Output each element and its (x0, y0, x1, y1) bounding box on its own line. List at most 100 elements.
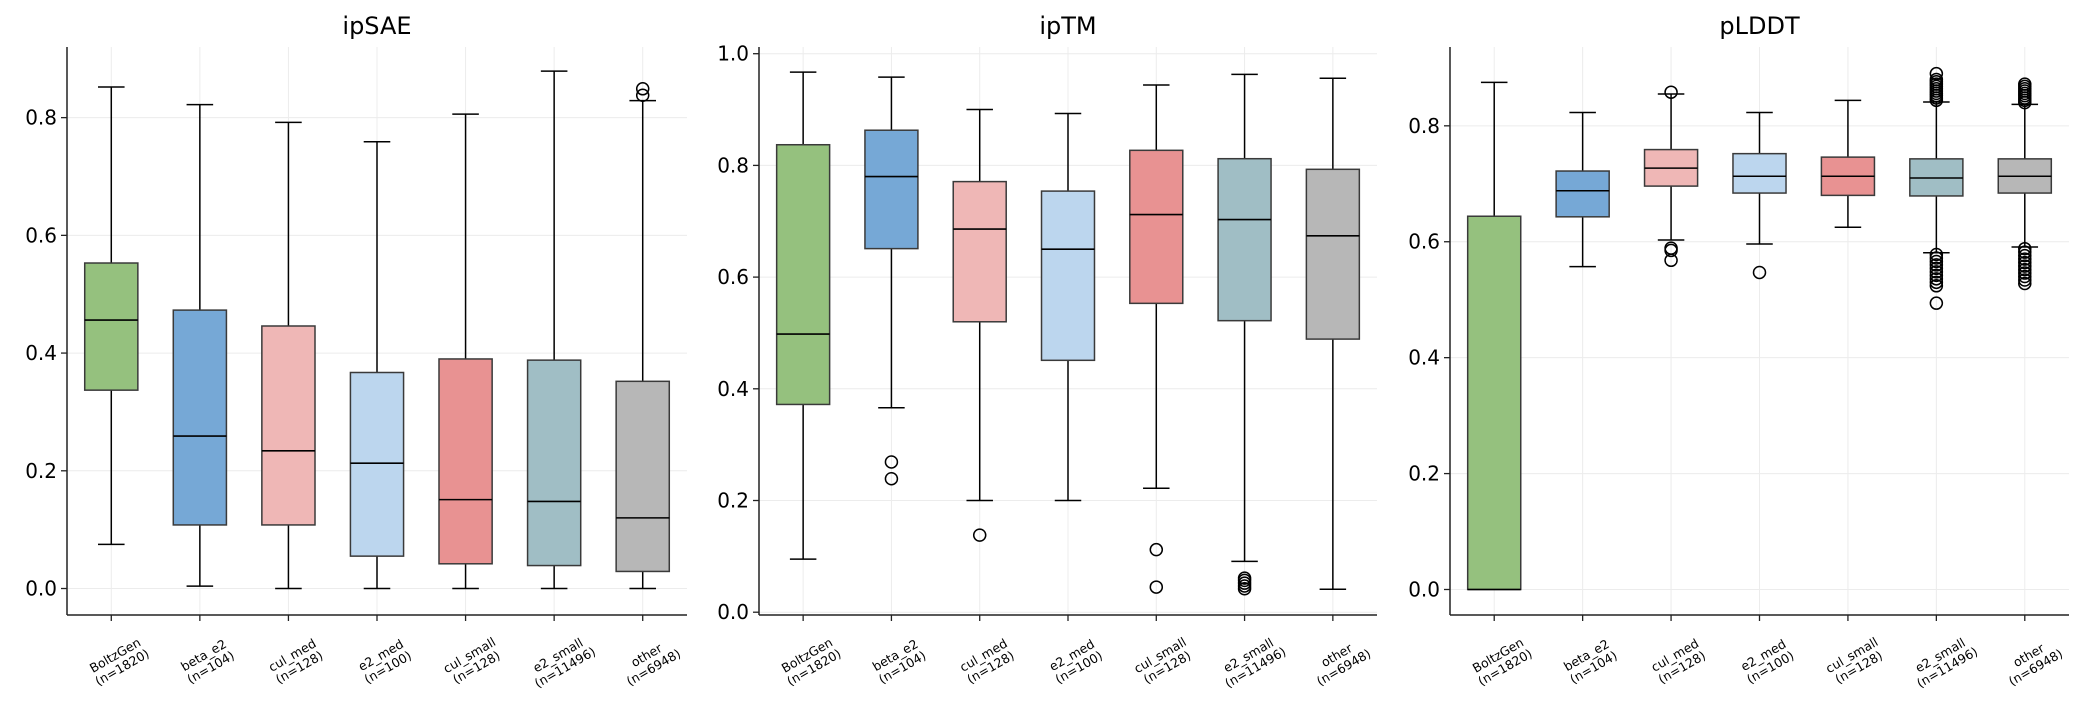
box-iqr (864, 129, 919, 250)
box-e2_med (1040, 112, 1096, 502)
box-iqr (1129, 149, 1184, 305)
x-tick-label: e2_med(n=100) (1737, 636, 1797, 687)
outlier-point (1752, 265, 1767, 280)
box-iqr (438, 358, 493, 565)
box-iqr (526, 359, 582, 567)
outlier-point (2018, 262, 2032, 277)
outlier-point (884, 455, 899, 469)
outlier-point (1664, 253, 1678, 268)
box-other (1305, 77, 1361, 591)
outlier-point (1149, 580, 1164, 594)
outlier-point (1929, 275, 1944, 290)
y-tick-label: 0.0 (1408, 577, 1440, 601)
outlier-point (2018, 269, 2032, 284)
box-iqr (1555, 170, 1610, 218)
x-tick-label: e2_small(n=11496) (1215, 632, 1288, 691)
x-tick-label: cul_small(n=128) (1823, 634, 1888, 688)
box-iqr (1217, 157, 1272, 322)
y-tick-label: 0.8 (717, 153, 749, 177)
x-tick-label: cul_med(n=128) (266, 636, 326, 687)
outlier-point (1929, 268, 1944, 283)
y-tick-label: 0.4 (25, 341, 57, 365)
box-BoltzGen (83, 86, 139, 546)
y-tick-label: 0.0 (25, 577, 57, 601)
x-tick-label: e2_med(n=100) (354, 636, 414, 687)
outlier-point (972, 528, 987, 542)
outlier-point (2018, 255, 2032, 270)
outlier-point (2018, 266, 2032, 280)
x-tick-label: other(n=6948) (617, 634, 683, 689)
box-iqr (349, 371, 405, 557)
y-tick-label: 0.6 (25, 223, 57, 247)
outlier-point (2018, 245, 2032, 259)
y-tick-label: 1.0 (717, 42, 749, 66)
box-iqr (1466, 215, 1522, 591)
box-iqr (83, 262, 139, 391)
x-tick-label: other(n=6948) (1999, 634, 2065, 689)
box-cul_small (438, 113, 493, 590)
outlier-point (1929, 66, 1944, 81)
outlier-point (2018, 241, 2032, 256)
outlier-point (635, 82, 650, 96)
box-iqr (1732, 152, 1787, 194)
x-tick-label: beta_e2(n=104) (177, 636, 237, 687)
y-tick-label: 0.0 (717, 600, 749, 624)
outlier-point (2018, 248, 2032, 263)
x-tick-label: BoltzGen(n=1820) (777, 634, 843, 689)
box-other (1997, 77, 2053, 291)
x-tick-label: cul_small(n=128) (1131, 634, 1196, 688)
box-e2_small (1217, 73, 1272, 596)
y-tick-label: 0.2 (717, 489, 749, 513)
outlier-point (2018, 252, 2032, 266)
y-tick-label: 0.2 (1408, 462, 1440, 486)
x-tick-label: cul_small(n=128) (441, 634, 506, 688)
box-beta_e2 (864, 76, 919, 486)
outlier-point (635, 88, 650, 103)
panel-ipsae: ipSAE 0.0 0.2 0.4 0.6 0.8 BoltzGen(n=1820) beta… (25, 12, 687, 691)
panel-plddt: pLDDT 0.0 0.2 0.4 0.6 0.8 BoltzGen(n=1820) beta… (1408, 12, 2069, 691)
outlier-point (2018, 259, 2032, 273)
x-tick-label: beta_e2(n=104) (869, 636, 929, 687)
outlier-point (1237, 571, 1252, 585)
chart-title: ipSAE (342, 12, 411, 40)
y-tick-label: 0.6 (717, 265, 749, 289)
x-tick-label: BoltzGen(n=1820) (85, 634, 151, 689)
outlier-point (2018, 273, 2032, 287)
outlier-point (1929, 251, 1944, 265)
x-tick-label: BoltzGen(n=1820) (1468, 634, 1534, 689)
box-BoltzGen (775, 71, 831, 560)
x-tick-label: e2_med(n=100) (1045, 636, 1105, 687)
x-tick-label: cul_med(n=128) (1648, 636, 1708, 687)
box-beta_e2 (1555, 111, 1610, 268)
outlier-point (1929, 296, 1944, 310)
x-tick-label: other(n=6948) (1307, 634, 1373, 689)
outlier-point (2018, 77, 2032, 91)
outlier-point (1929, 265, 1944, 279)
box-other (615, 82, 671, 590)
x-tick-label: cul_med(n=128) (957, 636, 1017, 687)
outlier-point (1929, 279, 1944, 293)
x-tick-label: e2_small(n=11496) (525, 632, 598, 691)
box-iqr (775, 143, 831, 406)
chart-title: ipTM (1039, 12, 1096, 40)
box-e2_small (1909, 66, 1964, 310)
outlier-point (1149, 542, 1164, 557)
box-cul_med (261, 121, 316, 590)
box-cul_small (1129, 84, 1184, 594)
box-iqr (952, 180, 1007, 323)
y-tick-label: 0.4 (1408, 346, 1440, 370)
box-iqr (1305, 168, 1361, 340)
chart-title: pLDDT (1719, 12, 1800, 40)
box-iqr (172, 309, 228, 526)
outlier-point (1664, 85, 1678, 99)
y-tick-label: 0.6 (1408, 230, 1440, 254)
box-BoltzGen (1466, 81, 1522, 591)
box-e2_med (1732, 111, 1787, 280)
box-iqr (615, 380, 671, 573)
outlier-point (1929, 72, 1944, 87)
box-e2_small (526, 70, 582, 590)
x-tick-label: e2_small(n=11496) (1907, 632, 1980, 691)
outlier-point (884, 471, 899, 486)
panel-iptm: ipTM 0.0 0.2 0.4 0.6 0.8 1.0 BoltzGen(n=1820) be… (717, 12, 1377, 691)
